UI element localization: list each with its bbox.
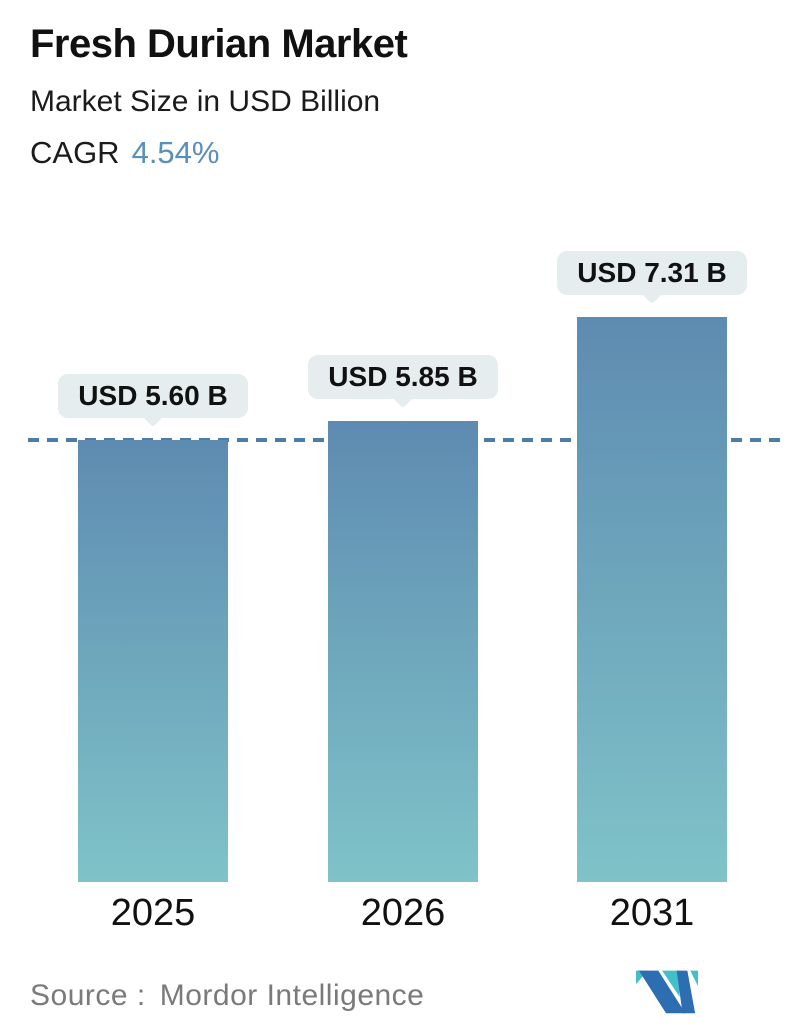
bar-group: USD 7.31 B 2031 (557, 251, 747, 934)
logo-shape (662, 970, 680, 997)
source-value: Mordor Intelligence (159, 979, 425, 1012)
value-label-pill: USD 5.85 B (308, 354, 498, 408)
cagr-value: 4.54% (131, 135, 220, 170)
logo-shape (676, 970, 696, 1014)
logo-shape (638, 970, 686, 1014)
bar-group: USD 5.60 B 2025 (58, 251, 248, 934)
mordor-intelligence-logo (636, 970, 698, 1014)
value-label-pill: USD 5.60 B (58, 374, 248, 428)
plot-area: USD 5.60 B 2025 USD 5.85 B 2026 USD 7.31… (0, 251, 796, 934)
bar (328, 420, 478, 882)
cagr-line: CAGR 4.54% (30, 135, 219, 171)
logo-shape (690, 970, 698, 987)
bar (577, 317, 727, 882)
bar-group: USD 5.85 B 2026 (308, 251, 498, 934)
cagr-label: CAGR (30, 135, 120, 170)
x-axis-label: 2031 (609, 892, 695, 934)
chart-subtitle: Market Size in USD Billion (30, 85, 381, 118)
source-attribution: Source : Mordor Intelligence (30, 979, 424, 1013)
x-axis-label: 2025 (110, 892, 196, 934)
value-label-pill: USD 7.31 B (557, 251, 747, 305)
x-axis-label: 2026 (360, 892, 446, 934)
bar (78, 440, 228, 882)
value-label: USD 5.85 B (328, 360, 478, 392)
bars-container: USD 5.60 B 2025 USD 5.85 B 2026 USD 7.31… (0, 251, 796, 934)
source-label: Source : (30, 979, 146, 1012)
value-label: USD 5.60 B (78, 380, 228, 412)
page-title: Fresh Durian Market (30, 22, 408, 66)
value-label: USD 7.31 B (577, 257, 727, 288)
